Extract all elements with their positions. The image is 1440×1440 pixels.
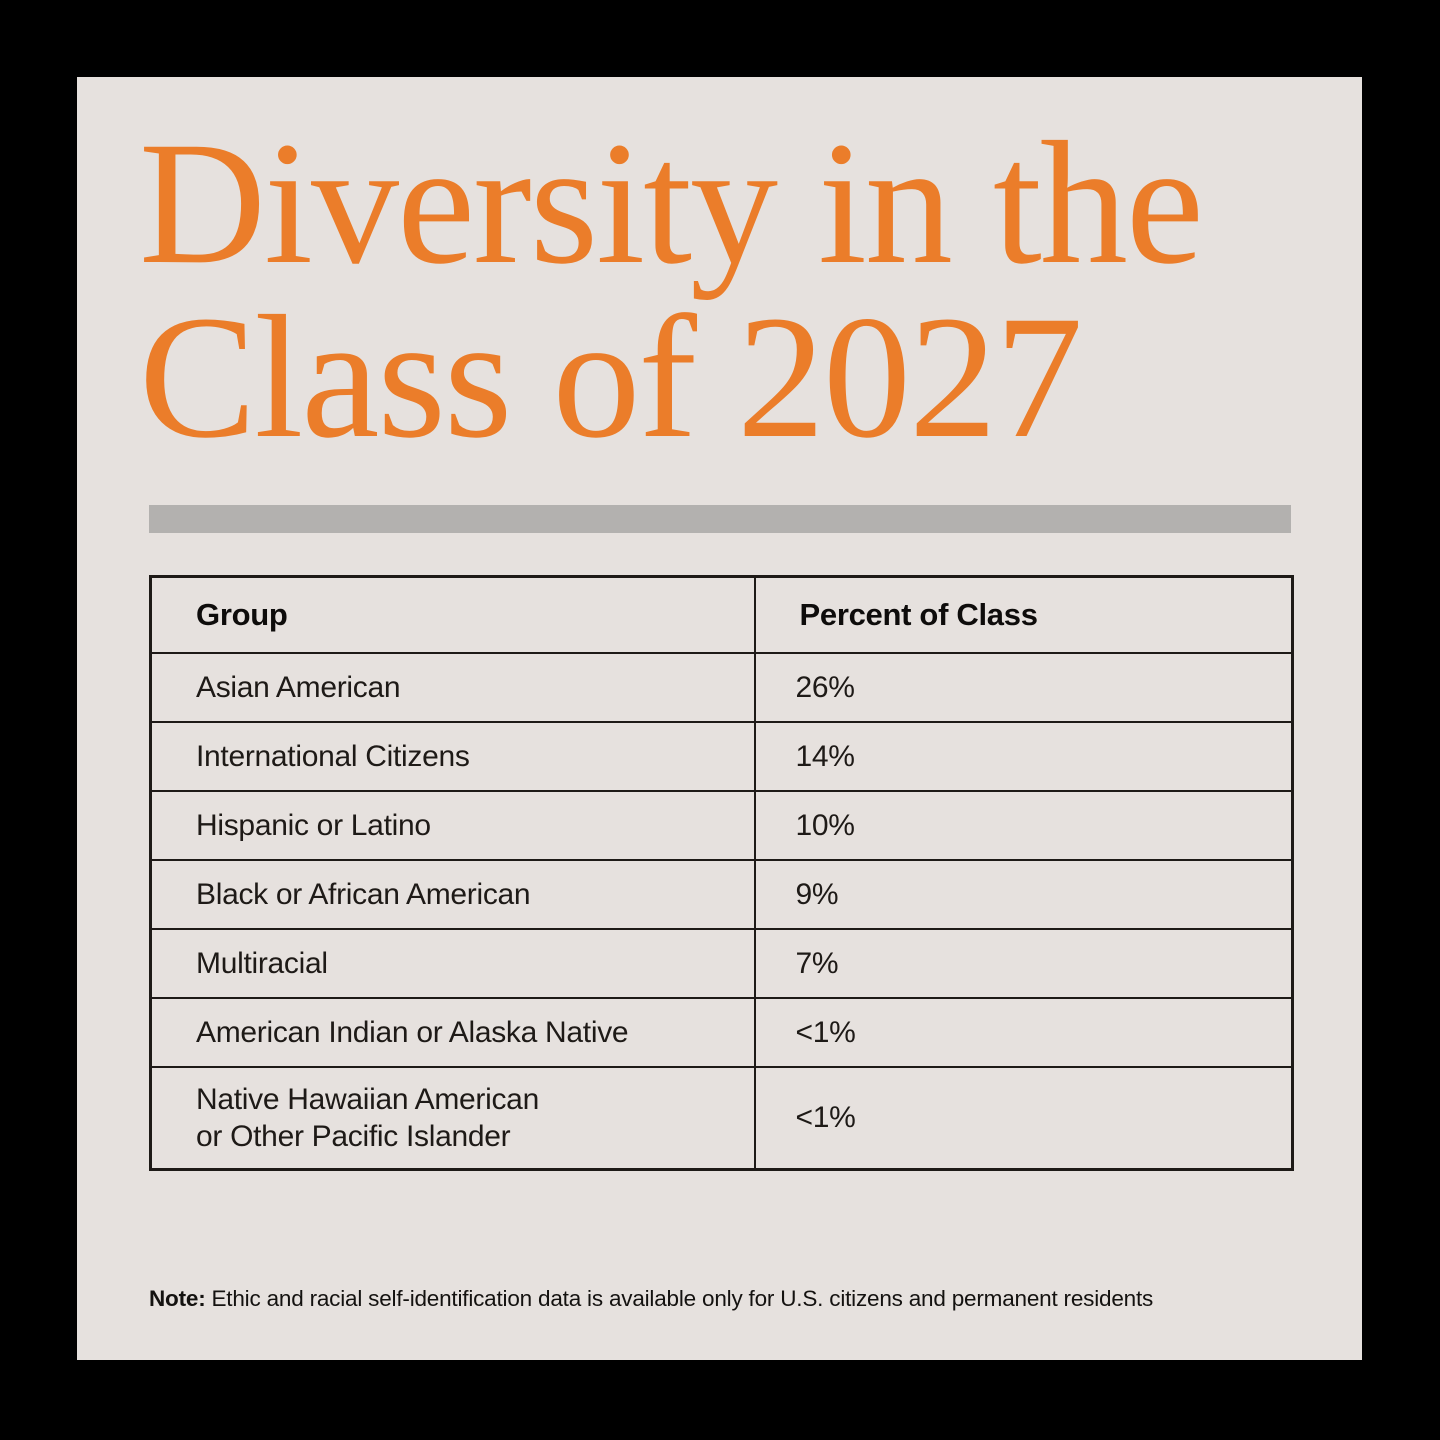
table-row: Asian American 26% bbox=[149, 652, 1294, 723]
page-title-line-1: Diversity in the bbox=[139, 106, 1204, 301]
group-cell: International Citizens bbox=[149, 721, 756, 792]
table-row: International Citizens 14% bbox=[149, 721, 1294, 792]
percent-cell: <1% bbox=[753, 997, 1294, 1068]
table-row: Multiracial 7% bbox=[149, 928, 1294, 999]
percent-cell: 10% bbox=[753, 790, 1294, 861]
table-row: American Indian or Alaska Native <1% bbox=[149, 997, 1294, 1068]
group-cell: Hispanic or Latino bbox=[149, 790, 756, 861]
percent-cell: 14% bbox=[753, 721, 1294, 792]
page-title: Diversity in the Class of 2027 bbox=[139, 106, 1204, 475]
page-title-line-2: Class of 2027 bbox=[139, 280, 1083, 475]
table-header-row: Group Percent of Class bbox=[149, 575, 1294, 654]
percent-cell: 9% bbox=[753, 859, 1294, 930]
percent-cell: 26% bbox=[753, 652, 1294, 723]
diversity-table: Group Percent of Class Asian American 26… bbox=[149, 575, 1294, 1171]
table-row: Black or African American 9% bbox=[149, 859, 1294, 930]
footnote-label: Note: bbox=[149, 1286, 206, 1311]
infographic-panel: Diversity in the Class of 2027 Group Per… bbox=[77, 77, 1362, 1360]
divider-bar bbox=[149, 505, 1291, 533]
percent-cell: 7% bbox=[753, 928, 1294, 999]
column-header-percent: Percent of Class bbox=[753, 575, 1294, 654]
group-cell: Multiracial bbox=[149, 928, 756, 999]
group-cell: Native Hawaiian American or Other Pacifi… bbox=[149, 1066, 756, 1171]
group-cell: American Indian or Alaska Native bbox=[149, 997, 756, 1068]
group-cell: Asian American bbox=[149, 652, 756, 723]
group-cell: Black or African American bbox=[149, 859, 756, 930]
table-row: Native Hawaiian American or Other Pacifi… bbox=[149, 1066, 1294, 1171]
footnote-text: Ethic and racial self-identification dat… bbox=[211, 1286, 1154, 1311]
table-row: Hispanic or Latino 10% bbox=[149, 790, 1294, 861]
percent-cell: <1% bbox=[753, 1066, 1294, 1171]
column-header-group: Group bbox=[149, 575, 756, 654]
footnote: Note: Ethic and racial self-identificatio… bbox=[149, 1284, 1153, 1313]
